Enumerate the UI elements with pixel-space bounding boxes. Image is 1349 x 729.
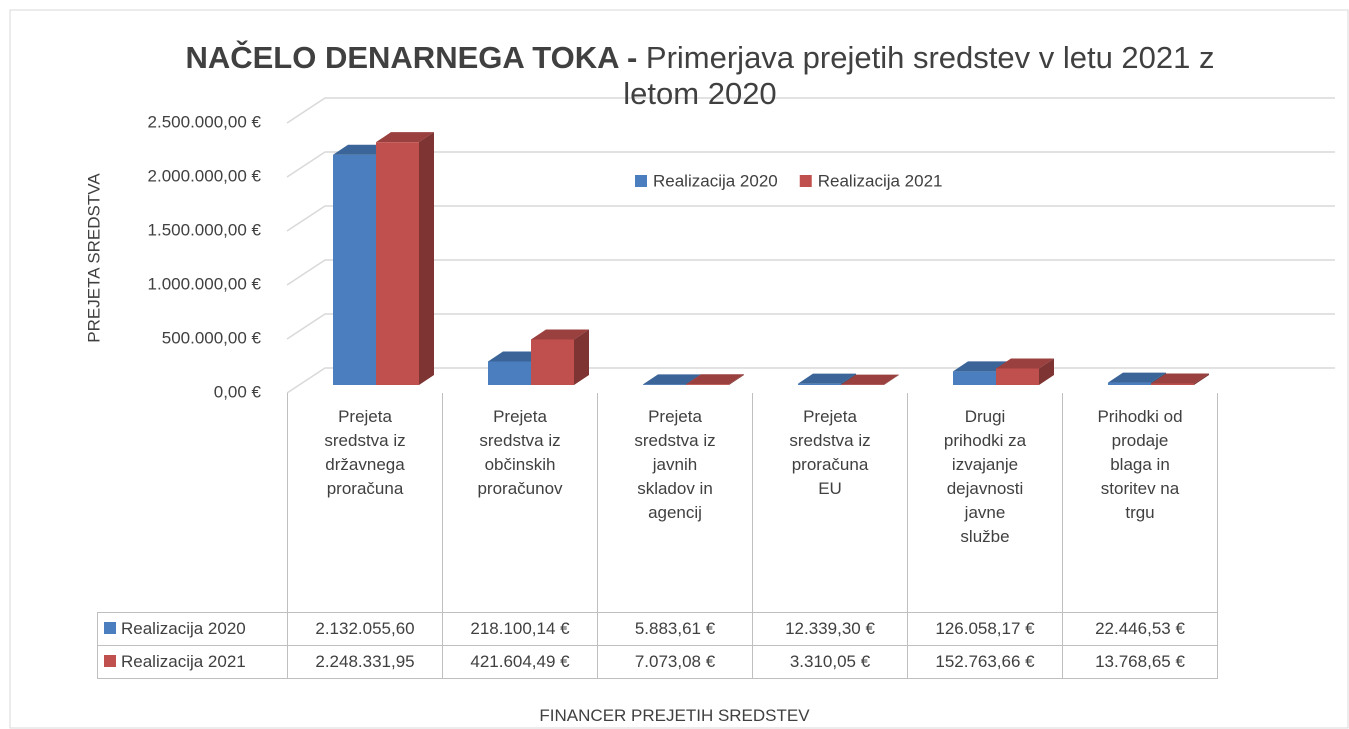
- y-axis-label: PREJETA SREDSTVA: [84, 173, 103, 343]
- table-cell: 2.132.055,60: [287, 612, 443, 646]
- x-axis-label: FINANCER PREJETIH SREDSTEV: [539, 706, 810, 725]
- legend-swatch: [635, 175, 647, 187]
- bar-top: [686, 374, 744, 385]
- bar-top: [643, 374, 701, 385]
- x-tick-label: Drugi prihodki za izvajanje dejavnosti j…: [907, 393, 1062, 612]
- grid-line: [286, 313, 1335, 340]
- bar-side: [574, 329, 589, 385]
- y-tick-label: 2.000.000,00 €: [148, 166, 262, 185]
- bar-front: [376, 142, 419, 385]
- x-tick-label: Prejeta sredstva iz državnega proračuna: [287, 393, 442, 612]
- x-tick-label: Prejeta sredstva iz javnih skladov in ag…: [597, 393, 752, 612]
- y-tick-label: 2.500.000,00 €: [148, 112, 262, 131]
- bar-top: [996, 358, 1054, 369]
- table-cell: 13.768,65 €: [1062, 645, 1218, 679]
- grid-line: [286, 151, 1335, 178]
- table-cell: 7.073,08 €: [597, 645, 753, 679]
- y-tick-label: 1.500.000,00 €: [148, 220, 262, 239]
- grid-line: [286, 259, 1335, 286]
- table-cell: 218.100,14 €: [442, 612, 598, 646]
- bar-front: [953, 371, 996, 385]
- x-tick-label: Prihodki od prodaje blaga in storitev na…: [1062, 393, 1217, 612]
- table-cell: 421.604,49 €: [442, 645, 598, 679]
- legend: Realizacija 2020 Realizacija 2021: [635, 171, 943, 190]
- table-cell: 152.763,66 €: [907, 645, 1063, 679]
- chart-border: [9, 9, 1349, 729]
- legend-label: Realizacija 2020: [653, 171, 778, 190]
- table-row-header: Realizacija 2020: [97, 612, 288, 646]
- bar-top: [841, 374, 899, 385]
- legend-key: [104, 655, 116, 667]
- grid-line: [286, 97, 1335, 124]
- series-name: Realizacija 2021: [121, 652, 246, 671]
- bar-top: [1108, 372, 1166, 383]
- bar-top: [1151, 373, 1209, 384]
- bar-front: [333, 154, 376, 385]
- title-text: Primerjava prejetih sredstev v letu 2021…: [623, 40, 1215, 111]
- table-cell: 12.339,30 €: [752, 612, 908, 646]
- bar-front: [686, 384, 729, 385]
- bar-front: [1151, 383, 1194, 385]
- bar-top: [531, 329, 589, 340]
- bar-top: [798, 373, 856, 384]
- y-tick-label: 0,00 €: [214, 382, 262, 401]
- bar-top: [376, 132, 434, 143]
- bar-side: [729, 374, 744, 385]
- table-cell: 2.248.331,95: [287, 645, 443, 679]
- bar-side: [1194, 373, 1209, 385]
- bar-front: [488, 361, 531, 385]
- bar-front: [996, 368, 1039, 385]
- table-cell: 126.058,17 €: [907, 612, 1063, 646]
- bar-front: [643, 384, 686, 385]
- legend-key: [104, 622, 116, 634]
- y-tick-label: 500.000,00 €: [162, 328, 262, 347]
- bar-side: [419, 132, 434, 385]
- table-cell: 22.446,53 €: [1062, 612, 1218, 646]
- y-tick-label: 1.000.000,00 €: [148, 274, 262, 293]
- grid-line: [286, 205, 1335, 232]
- table-cell: 3.310,05 €: [752, 645, 908, 679]
- title-bold: NAČELO DENARNEGA TOKA -: [185, 40, 638, 75]
- legend-label: Realizacija 2021: [818, 171, 943, 190]
- table-row-header: Realizacija 2021: [97, 645, 288, 679]
- chart-title: NAČELO DENARNEGA TOKA - Primerjava preje…: [150, 40, 1250, 112]
- table-cell: 5.883,61 €: [597, 612, 753, 646]
- bar-front: [798, 383, 841, 385]
- bar-side: [1039, 358, 1054, 385]
- bar-front: [531, 339, 574, 385]
- x-tick-label: Prejeta sredstva iz proračuna EU: [752, 393, 907, 612]
- bar-front: [1108, 382, 1151, 385]
- series-name: Realizacija 2020: [121, 619, 246, 638]
- x-tick-label: Prejeta sredstva iz občinskih proračunov: [442, 393, 597, 612]
- legend-swatch: [799, 175, 812, 187]
- table-edge: [1217, 393, 1218, 612]
- bar-side: [884, 374, 899, 385]
